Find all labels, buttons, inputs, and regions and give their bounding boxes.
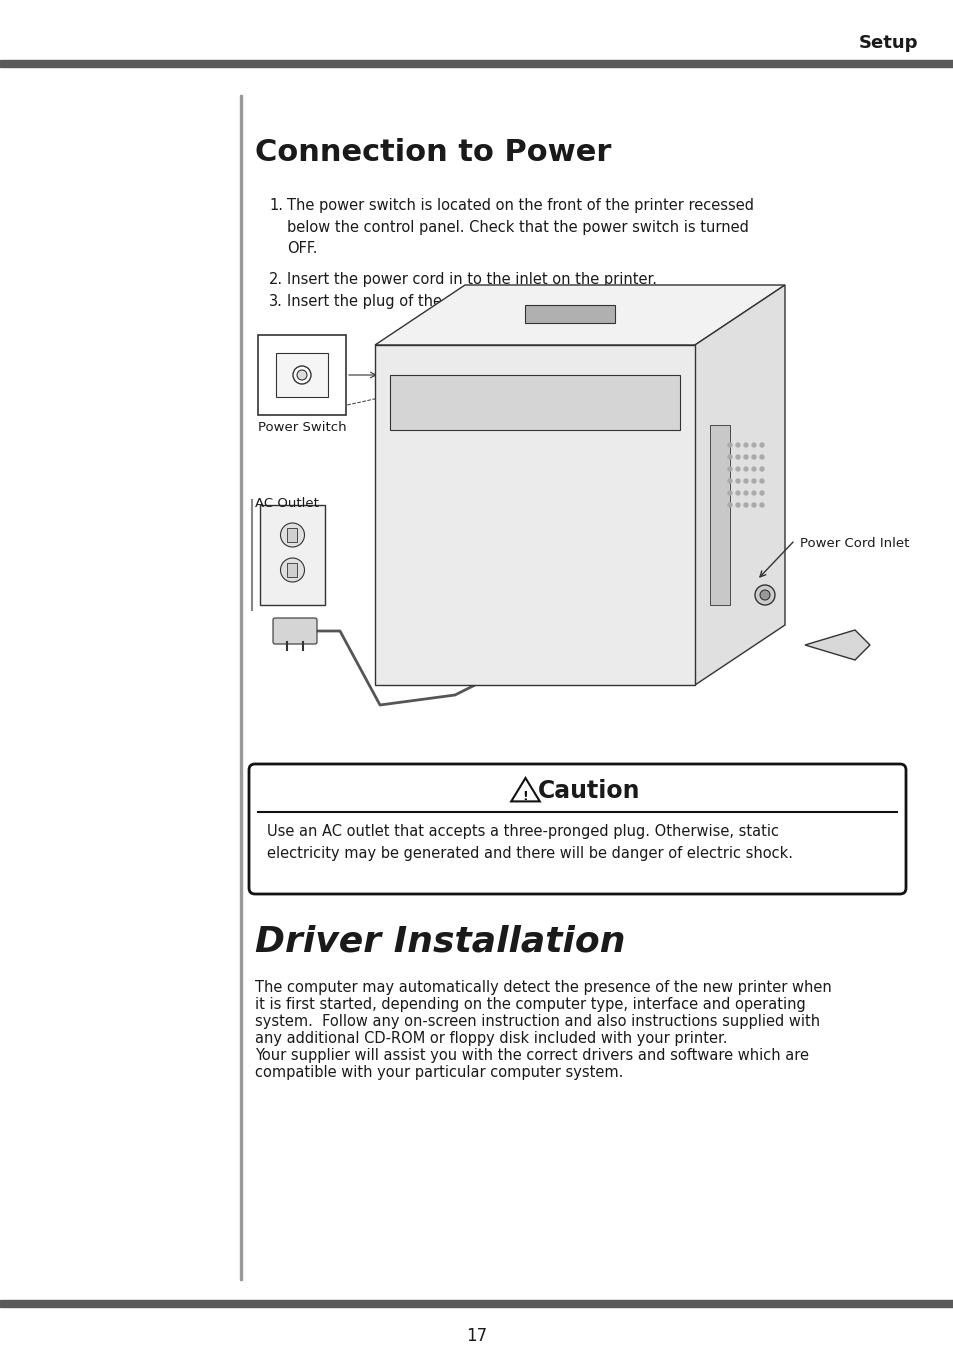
- Circle shape: [735, 479, 740, 483]
- Text: 3.: 3.: [269, 294, 283, 309]
- Circle shape: [280, 558, 304, 582]
- Text: compatible with your particular computer system.: compatible with your particular computer…: [254, 1065, 622, 1080]
- Text: AC Outlet: AC Outlet: [254, 497, 318, 510]
- Circle shape: [735, 443, 740, 448]
- Text: Power Switch: Power Switch: [257, 421, 346, 434]
- Circle shape: [727, 466, 731, 470]
- Bar: [709, 425, 729, 605]
- Text: Connection to Power: Connection to Power: [254, 137, 611, 167]
- Bar: [260, 506, 325, 605]
- Bar: [257, 336, 346, 415]
- Bar: [240, 94, 242, 1281]
- Polygon shape: [695, 284, 784, 685]
- Text: Power Cord Inlet: Power Cord Inlet: [800, 537, 908, 550]
- Circle shape: [727, 479, 731, 483]
- Polygon shape: [804, 630, 869, 661]
- FancyBboxPatch shape: [249, 764, 905, 894]
- Circle shape: [751, 479, 755, 483]
- Text: The computer may automatically detect the presence of the new printer when: The computer may automatically detect th…: [254, 980, 831, 995]
- Circle shape: [743, 503, 747, 507]
- Circle shape: [280, 523, 304, 547]
- Circle shape: [735, 466, 740, 470]
- Circle shape: [727, 456, 731, 460]
- Bar: [0, 1299, 953, 1308]
- Polygon shape: [524, 305, 615, 324]
- Circle shape: [735, 503, 740, 507]
- Text: 2.: 2.: [269, 272, 283, 287]
- Text: any additional CD-ROM or floppy disk included with your printer.: any additional CD-ROM or floppy disk inc…: [254, 1031, 727, 1046]
- Circle shape: [760, 456, 763, 460]
- Circle shape: [743, 491, 747, 495]
- Circle shape: [743, 443, 747, 448]
- Text: 1.: 1.: [269, 198, 283, 213]
- Circle shape: [735, 456, 740, 460]
- Text: !: !: [522, 790, 528, 802]
- Circle shape: [751, 491, 755, 495]
- Circle shape: [760, 466, 763, 470]
- Polygon shape: [511, 778, 539, 802]
- Circle shape: [727, 503, 731, 507]
- Circle shape: [727, 443, 731, 448]
- Circle shape: [751, 466, 755, 470]
- Text: Setup: Setup: [858, 34, 917, 53]
- Circle shape: [743, 479, 747, 483]
- Text: system.  Follow any on-screen instruction and also instructions supplied with: system. Follow any on-screen instruction…: [254, 1014, 820, 1029]
- Bar: [375, 345, 695, 685]
- Circle shape: [754, 585, 774, 605]
- Circle shape: [743, 466, 747, 470]
- Bar: [275, 353, 328, 398]
- Text: Driver Installation: Driver Installation: [254, 925, 625, 958]
- Text: Insert the plug of the power cord in the AC outlet.: Insert the plug of the power cord in the…: [287, 294, 652, 309]
- Circle shape: [293, 367, 311, 384]
- Circle shape: [751, 443, 755, 448]
- FancyBboxPatch shape: [273, 617, 316, 644]
- Circle shape: [760, 503, 763, 507]
- Circle shape: [735, 491, 740, 495]
- Bar: [287, 563, 297, 577]
- Text: The power switch is located on the front of the printer recessed
below the contr: The power switch is located on the front…: [287, 198, 753, 256]
- Circle shape: [760, 491, 763, 495]
- Circle shape: [751, 503, 755, 507]
- Text: Your supplier will assist you with the correct drivers and software which are: Your supplier will assist you with the c…: [254, 1047, 808, 1064]
- Bar: [287, 528, 297, 542]
- Circle shape: [743, 456, 747, 460]
- Circle shape: [760, 479, 763, 483]
- Text: it is first started, depending on the computer type, interface and operating: it is first started, depending on the co…: [254, 998, 805, 1012]
- Polygon shape: [375, 284, 784, 345]
- Circle shape: [296, 369, 307, 380]
- Bar: [0, 61, 953, 67]
- Circle shape: [760, 443, 763, 448]
- Circle shape: [760, 590, 769, 600]
- Text: Use an AC outlet that accepts a three-pronged plug. Otherwise, static
electricit: Use an AC outlet that accepts a three-pr…: [267, 824, 792, 860]
- Circle shape: [751, 456, 755, 460]
- Circle shape: [727, 491, 731, 495]
- Bar: [390, 375, 679, 430]
- Text: Insert the power cord in to the inlet on the printer.: Insert the power cord in to the inlet on…: [287, 272, 657, 287]
- Text: 17: 17: [466, 1326, 487, 1345]
- Text: Caution: Caution: [537, 779, 640, 803]
